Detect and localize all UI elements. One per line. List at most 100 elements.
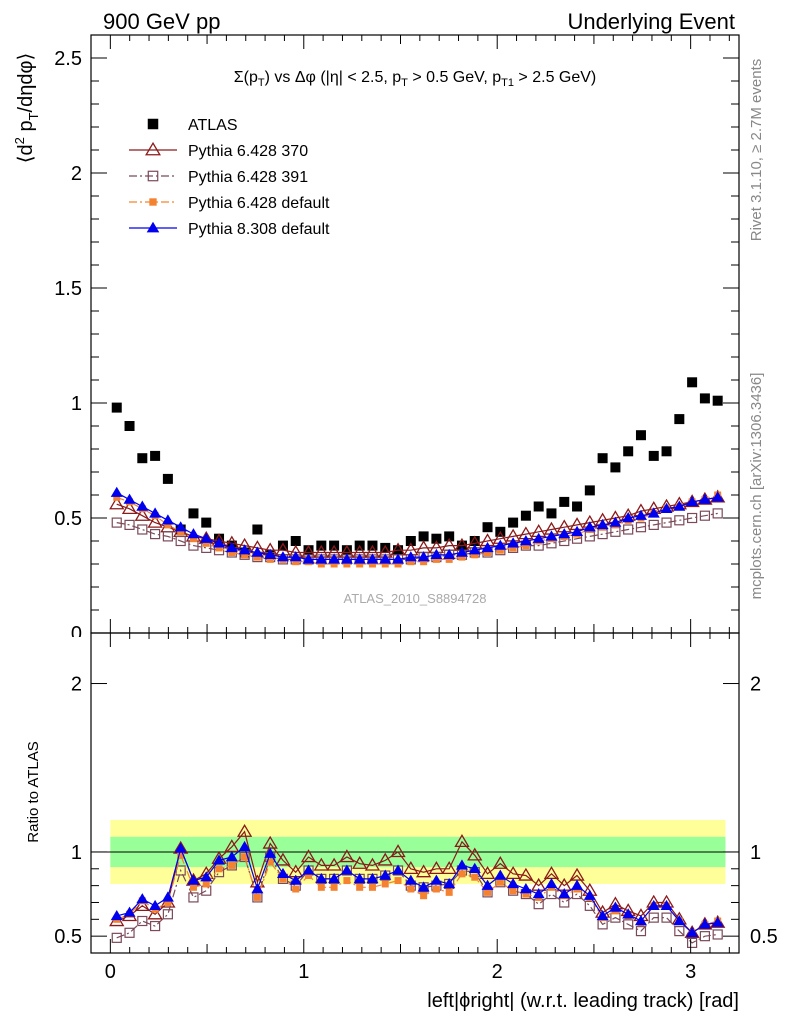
ratio-point-pythia-6-428-default (305, 872, 313, 880)
ratio-point-pythia-8-308-default (392, 864, 405, 875)
ratio-point-pythia-8-308-default (596, 909, 609, 921)
main-point-pythia-8-308-default (110, 486, 123, 497)
ratio-point-pythia-8-308-default (353, 872, 366, 884)
ratio-point-pythia-6-428-default (496, 878, 504, 886)
ratio-point-pythia-8-308-default (213, 854, 226, 865)
main-point-pythia-6-428-default (496, 546, 504, 554)
ratio-point-pythia-6-428-370 (518, 867, 534, 881)
ratio-point-pythia-6-428-default (420, 892, 428, 900)
ratio-point-pythia-8-308-default (289, 874, 302, 885)
ratio-point-pythia-8-308-default (238, 840, 251, 852)
ratio-point-pythia-8-308-default (711, 916, 724, 927)
ratio-point-pythia-6-428-391 (546, 888, 557, 900)
main-point-atlas (431, 533, 442, 544)
ratio-point-pythia-8-308-default (251, 883, 264, 894)
ratio-point-pythia-8-308-default (264, 847, 277, 858)
main-point-atlas (111, 402, 122, 413)
main-title: Σ(pT) vs Δφ (|η| < 2.5, pT > 0.5 GeV, pT… (234, 69, 597, 89)
main-point-pythia-6-428-391 (712, 508, 723, 519)
x-tick-label: 0 (105, 961, 116, 983)
main-point-pythia-6-428-370 (109, 496, 125, 510)
ratio-point-pythia-8-308-default (647, 899, 660, 911)
main-point-pythia-6-428-default (113, 493, 121, 501)
main-point-pythia-8-308-default (634, 509, 647, 520)
legend-marker (149, 198, 157, 206)
rivet-label: Rivet 3.1.10, ≥ 2.7M events (748, 59, 765, 242)
ratio-point-pythia-8-308-default (686, 926, 699, 937)
main-point-pythia-8-308-default (468, 544, 481, 555)
main-point-pythia-6-428-391 (635, 522, 647, 533)
main-point-pythia-6-428-default (445, 555, 453, 563)
main-point-pythia-8-308-default (328, 553, 341, 564)
ratio-point-pythia-8-308-default (558, 888, 571, 899)
ratio-point-pythia-8-308-default (622, 908, 635, 919)
ratio-point-pythia-6-428-391 (584, 900, 595, 911)
main-point-pythia-8-308-default (149, 507, 162, 518)
main-point-atlas (533, 501, 544, 512)
ratio-point-pythia-6-428-default (509, 887, 517, 895)
ratio-point-pythia-6-428-391 (201, 885, 212, 896)
main-point-atlas (520, 510, 531, 521)
main-point-pythia-6-428-391 (175, 535, 186, 547)
main-point-pythia-6-428-391 (623, 524, 634, 535)
ratio-point-pythia-6-428-391 (559, 897, 570, 908)
main-point-pythia-6-428-391 (162, 531, 173, 542)
main-point-pythia-6-428-default (241, 551, 249, 559)
ratio-ylabel: Ratio to ATLAS (25, 741, 42, 842)
main-point-pythia-8-308-default (276, 551, 289, 562)
ratio-point-pythia-8-308-default (660, 899, 673, 911)
main-point-pythia-6-428-391 (150, 528, 161, 540)
ratio-point-pythia-8-308-default (200, 871, 213, 882)
header-left: 900 GeV pp (103, 9, 220, 34)
main-point-atlas (341, 545, 352, 556)
ratio-point-pythia-6-428-default (215, 865, 223, 873)
ratio-point-pythia-6-428-370 (403, 861, 419, 874)
main-point-atlas (712, 395, 723, 406)
main-point-pythia-8-308-default (264, 548, 277, 559)
main-point-pythia-8-308-default (545, 530, 558, 541)
main-point-atlas (201, 517, 212, 528)
main-point-pythia-8-308-default (174, 521, 187, 532)
main-point-pythia-8-308-default (161, 514, 174, 525)
ratio-point-pythia-6-428-391 (137, 915, 148, 927)
main-point-pythia-6-428-391 (111, 517, 122, 528)
main-point-pythia-8-308-default (417, 551, 430, 562)
legend-label: Pythia 6.428 default (188, 195, 330, 212)
ratio-point-pythia-8-308-default (519, 883, 532, 894)
ratio-point-pythia-6-428-370 (275, 852, 291, 866)
legend-label: Pythia 6.428 370 (188, 143, 308, 160)
main-point-pythia-8-308-default (647, 507, 660, 518)
axes-group: 0 1 2 3 0.5 1 1.5 2 2.5 0 0.5 0.5 1 1 2 2 (54, 34, 778, 983)
main-point-pythia-6-428-default (330, 560, 338, 568)
ratio-point-pythia-6-428-370 (326, 857, 342, 871)
main-point-pythia-6-428-391 (661, 517, 672, 528)
ratio-point-pythia-8-308-default (545, 877, 558, 889)
main-point-atlas (699, 393, 710, 404)
main-point-pythia-6-428-391 (648, 519, 659, 531)
main-point-pythia-6-428-370 (121, 501, 138, 514)
ratio-point-pythia-6-428-370 (454, 834, 470, 848)
ratio-ytick-label-right: 0.5 (750, 926, 778, 948)
main-point-pythia-8-308-default (698, 493, 711, 504)
ratio-point-pythia-6-428-391 (687, 937, 698, 948)
legend-marker (147, 118, 159, 130)
main-point-atlas (150, 450, 161, 461)
legend: ATLAS Pythia 6.428 370 Pythia 6.428 391 Pyt… (129, 117, 330, 238)
main-point-atlas (482, 522, 493, 533)
main-point-pythia-6-428-default (458, 553, 466, 561)
main-point-pythia-6-428-default (394, 560, 402, 568)
ratio-line-pythia-6-428-391 (116, 855, 718, 944)
ratio-point-pythia-6-428-default (394, 877, 402, 885)
main-point-pythia-8-308-default (302, 553, 315, 564)
ratio-point-pythia-8-308-default (571, 879, 584, 890)
ratio-point-pythia-8-308-default (698, 918, 711, 929)
ratio-point-pythia-8-308-default (609, 901, 622, 912)
ratio-point-pythia-8-308-default (583, 889, 596, 900)
main-point-atlas (162, 473, 173, 484)
legend-label: Pythia 8.308 default (188, 221, 330, 238)
ratio-point-pythia-6-428-391 (124, 927, 135, 938)
main-point-pythia-8-308-default (200, 532, 213, 543)
ratio-series-group (109, 823, 726, 948)
ratio-point-pythia-8-308-default (149, 899, 162, 911)
ratio-point-pythia-8-308-default (379, 869, 392, 880)
